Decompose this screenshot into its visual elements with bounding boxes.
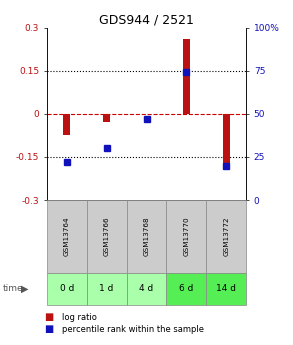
Text: time: time — [3, 284, 23, 294]
Text: GSM13772: GSM13772 — [223, 217, 229, 256]
Text: ■: ■ — [44, 313, 53, 322]
Text: log ratio: log ratio — [62, 313, 96, 322]
Text: 14 d: 14 d — [216, 284, 236, 294]
Text: 6 d: 6 d — [179, 284, 194, 294]
Bar — [63, 114, 70, 136]
Text: percentile rank within the sample: percentile rank within the sample — [62, 325, 204, 334]
Text: GSM13766: GSM13766 — [104, 217, 110, 256]
Text: 4 d: 4 d — [139, 284, 154, 294]
Bar — [223, 114, 230, 170]
Bar — [103, 114, 110, 122]
Text: GSM13770: GSM13770 — [183, 217, 189, 256]
Text: 0 d: 0 d — [59, 284, 74, 294]
Text: ■: ■ — [44, 325, 53, 334]
Text: 1 d: 1 d — [99, 284, 114, 294]
Title: GDS944 / 2521: GDS944 / 2521 — [99, 13, 194, 27]
Text: ▶: ▶ — [21, 284, 29, 294]
Text: GSM13768: GSM13768 — [144, 217, 149, 256]
Text: GSM13764: GSM13764 — [64, 217, 70, 256]
Bar — [183, 39, 190, 114]
